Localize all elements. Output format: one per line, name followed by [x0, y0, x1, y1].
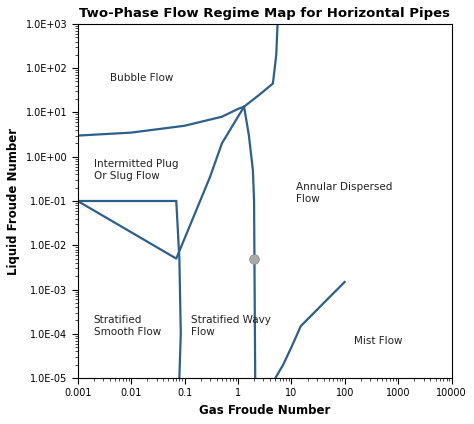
Text: Stratified Wavy
Flow: Stratified Wavy Flow [191, 315, 271, 337]
Text: Annular Dispersed
Flow: Annular Dispersed Flow [296, 182, 392, 204]
Y-axis label: Liquid Froude Number: Liquid Froude Number [7, 128, 20, 275]
Text: Intermitted Plug
Or Slug Flow: Intermitted Plug Or Slug Flow [94, 159, 178, 181]
Text: Stratified
Smooth Flow: Stratified Smooth Flow [94, 315, 161, 337]
Text: Mist Flow: Mist Flow [354, 336, 403, 346]
Title: Two-Phase Flow Regime Map for Horizontal Pipes: Two-Phase Flow Regime Map for Horizontal… [79, 7, 450, 20]
Text: Bubble Flow: Bubble Flow [110, 73, 173, 83]
X-axis label: Gas Froude Number: Gas Froude Number [199, 404, 330, 417]
